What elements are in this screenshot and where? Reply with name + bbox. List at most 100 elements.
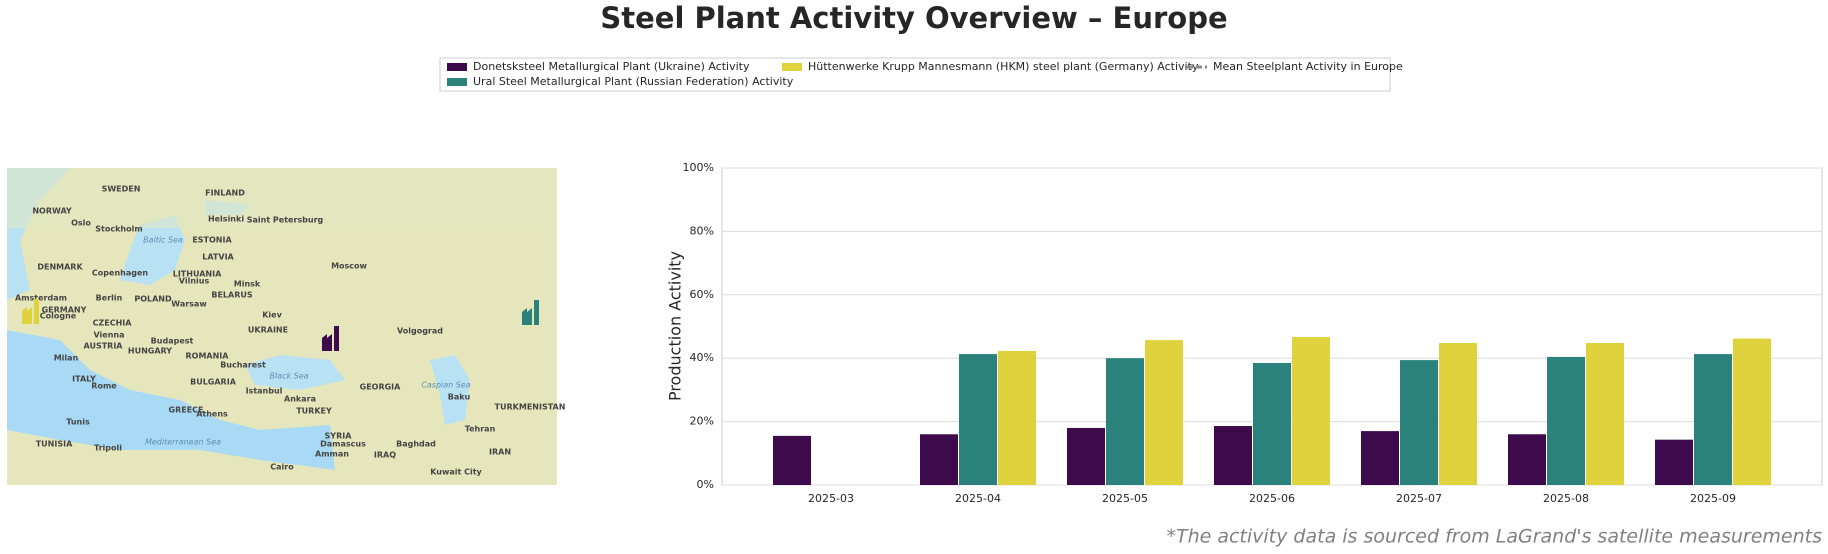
bar <box>1253 362 1291 485</box>
bar <box>1145 340 1183 485</box>
map-label: HUNGARY <box>128 347 172 356</box>
legend-label: Ural Steel Metallurgical Plant (Russian … <box>473 75 794 88</box>
bar <box>1508 434 1546 485</box>
x-tick-label: 2025-07 <box>1396 492 1442 505</box>
x-tick-label: 2025-03 <box>808 492 854 505</box>
map-label: TURKEY <box>296 407 332 416</box>
legend-swatch <box>782 63 802 71</box>
bar <box>1214 426 1252 485</box>
plant-icon <box>334 326 339 351</box>
map-label: ESTONIA <box>192 236 232 245</box>
map-label: Cairo <box>270 463 294 472</box>
map-label: Warsaw <box>171 300 207 309</box>
plant-icon <box>22 307 32 324</box>
bar <box>1655 439 1693 485</box>
map-label: Saint Petersburg <box>247 216 324 225</box>
bar <box>1067 427 1105 485</box>
y-tick-label: 100% <box>683 161 714 174</box>
bar <box>1694 354 1732 485</box>
map-label: TURKMENISTAN <box>495 403 566 412</box>
map-label: Mediterranean Sea <box>145 438 221 447</box>
bar <box>1292 336 1330 485</box>
y-axis-label: Production Activity <box>666 251 685 401</box>
bar <box>1547 356 1585 485</box>
map-label: Moscow <box>331 262 367 271</box>
map-label: Vilnius <box>179 277 210 286</box>
map-label: Minsk <box>234 280 261 289</box>
map-label: Tripoli <box>94 444 122 453</box>
map-label: Baku <box>448 393 471 402</box>
y-tick-label: 20% <box>690 415 714 428</box>
y-tick-label: 80% <box>690 224 714 237</box>
y-tick-label: 40% <box>690 351 714 364</box>
bar <box>1400 360 1438 485</box>
map-label: Tehran <box>465 425 496 434</box>
x-tick-label: 2025-09 <box>1690 492 1736 505</box>
map-label: GEORGIA <box>360 383 402 392</box>
map-label: Rome <box>91 382 117 391</box>
map-label: AUSTRIA <box>84 342 124 351</box>
map-label: Istanbul <box>246 387 283 396</box>
y-tick-label: 60% <box>690 288 714 301</box>
map-label: IRAQ <box>374 451 396 460</box>
x-tick-label: 2025-06 <box>1249 492 1295 505</box>
legend-swatch <box>447 63 467 71</box>
map-label: POLAND <box>134 295 172 304</box>
map-label: Bucharest <box>220 361 266 370</box>
map-label: LATVIA <box>202 253 234 262</box>
map-label: Black Sea <box>269 372 308 381</box>
bar <box>920 434 958 485</box>
map-label: Baltic Sea <box>143 236 183 245</box>
map-label: TUNISIA <box>36 440 73 449</box>
legend-label: Mean Steelplant Activity in Europe <box>1213 60 1403 73</box>
map-label: Helsinki <box>208 215 244 224</box>
y-tick-label: 0% <box>697 478 714 491</box>
map-label: Kuwait City <box>430 468 482 477</box>
map-label: Athens <box>196 410 228 419</box>
map-label: Amman <box>315 450 349 459</box>
map-label: Berlin <box>96 294 123 303</box>
map-sea <box>430 355 470 425</box>
map-label: FINLAND <box>205 189 245 198</box>
map-label: Ankara <box>284 395 316 404</box>
map-shade <box>7 168 557 228</box>
map-label: SYRIA <box>325 432 353 441</box>
x-tick-label: 2025-04 <box>955 492 1001 505</box>
map-label: CZECHIA <box>93 319 133 328</box>
map-label: GREECE <box>169 406 204 415</box>
x-tick-label: 2025-05 <box>1102 492 1148 505</box>
map-label: Vienna <box>93 331 124 340</box>
x-tick-label: 2025-08 <box>1543 492 1589 505</box>
map-label: Cologne <box>40 312 77 321</box>
bar <box>773 435 811 485</box>
bar <box>1361 431 1399 485</box>
map-label: Budapest <box>151 337 194 346</box>
map-label: Oslo <box>71 219 91 228</box>
map-sea <box>7 330 335 470</box>
map-label: DENMARK <box>37 263 83 272</box>
map-label: NORWAY <box>32 207 72 216</box>
bar <box>1439 342 1477 485</box>
map-label: LITHUANIA <box>173 270 222 279</box>
map-label: Stockholm <box>95 225 142 234</box>
bar <box>998 350 1036 485</box>
map-label: ITALY <box>72 375 96 384</box>
map-label: BULGARIA <box>190 378 237 387</box>
map-label: BELARUS <box>211 291 253 300</box>
bar <box>1106 358 1144 485</box>
map-label: Kiev <box>262 311 282 320</box>
map-label: ROMANIA <box>186 352 230 361</box>
legend-swatch <box>447 78 467 86</box>
map-label: Amsterdam <box>15 294 67 303</box>
map-sea <box>120 215 185 285</box>
bar <box>1586 342 1624 485</box>
map-label: Copenhagen <box>92 269 148 278</box>
plant-icon <box>322 334 332 351</box>
map: SWEDEN FINLAND NORWAY Oslo Stockholm Helsinki… <box>7 168 565 485</box>
map-label: GERMANY <box>42 306 87 315</box>
map-label: Damascus <box>320 440 366 449</box>
bar <box>1733 338 1771 485</box>
plant-icon <box>534 300 539 325</box>
map-label: SWEDEN <box>102 185 141 194</box>
